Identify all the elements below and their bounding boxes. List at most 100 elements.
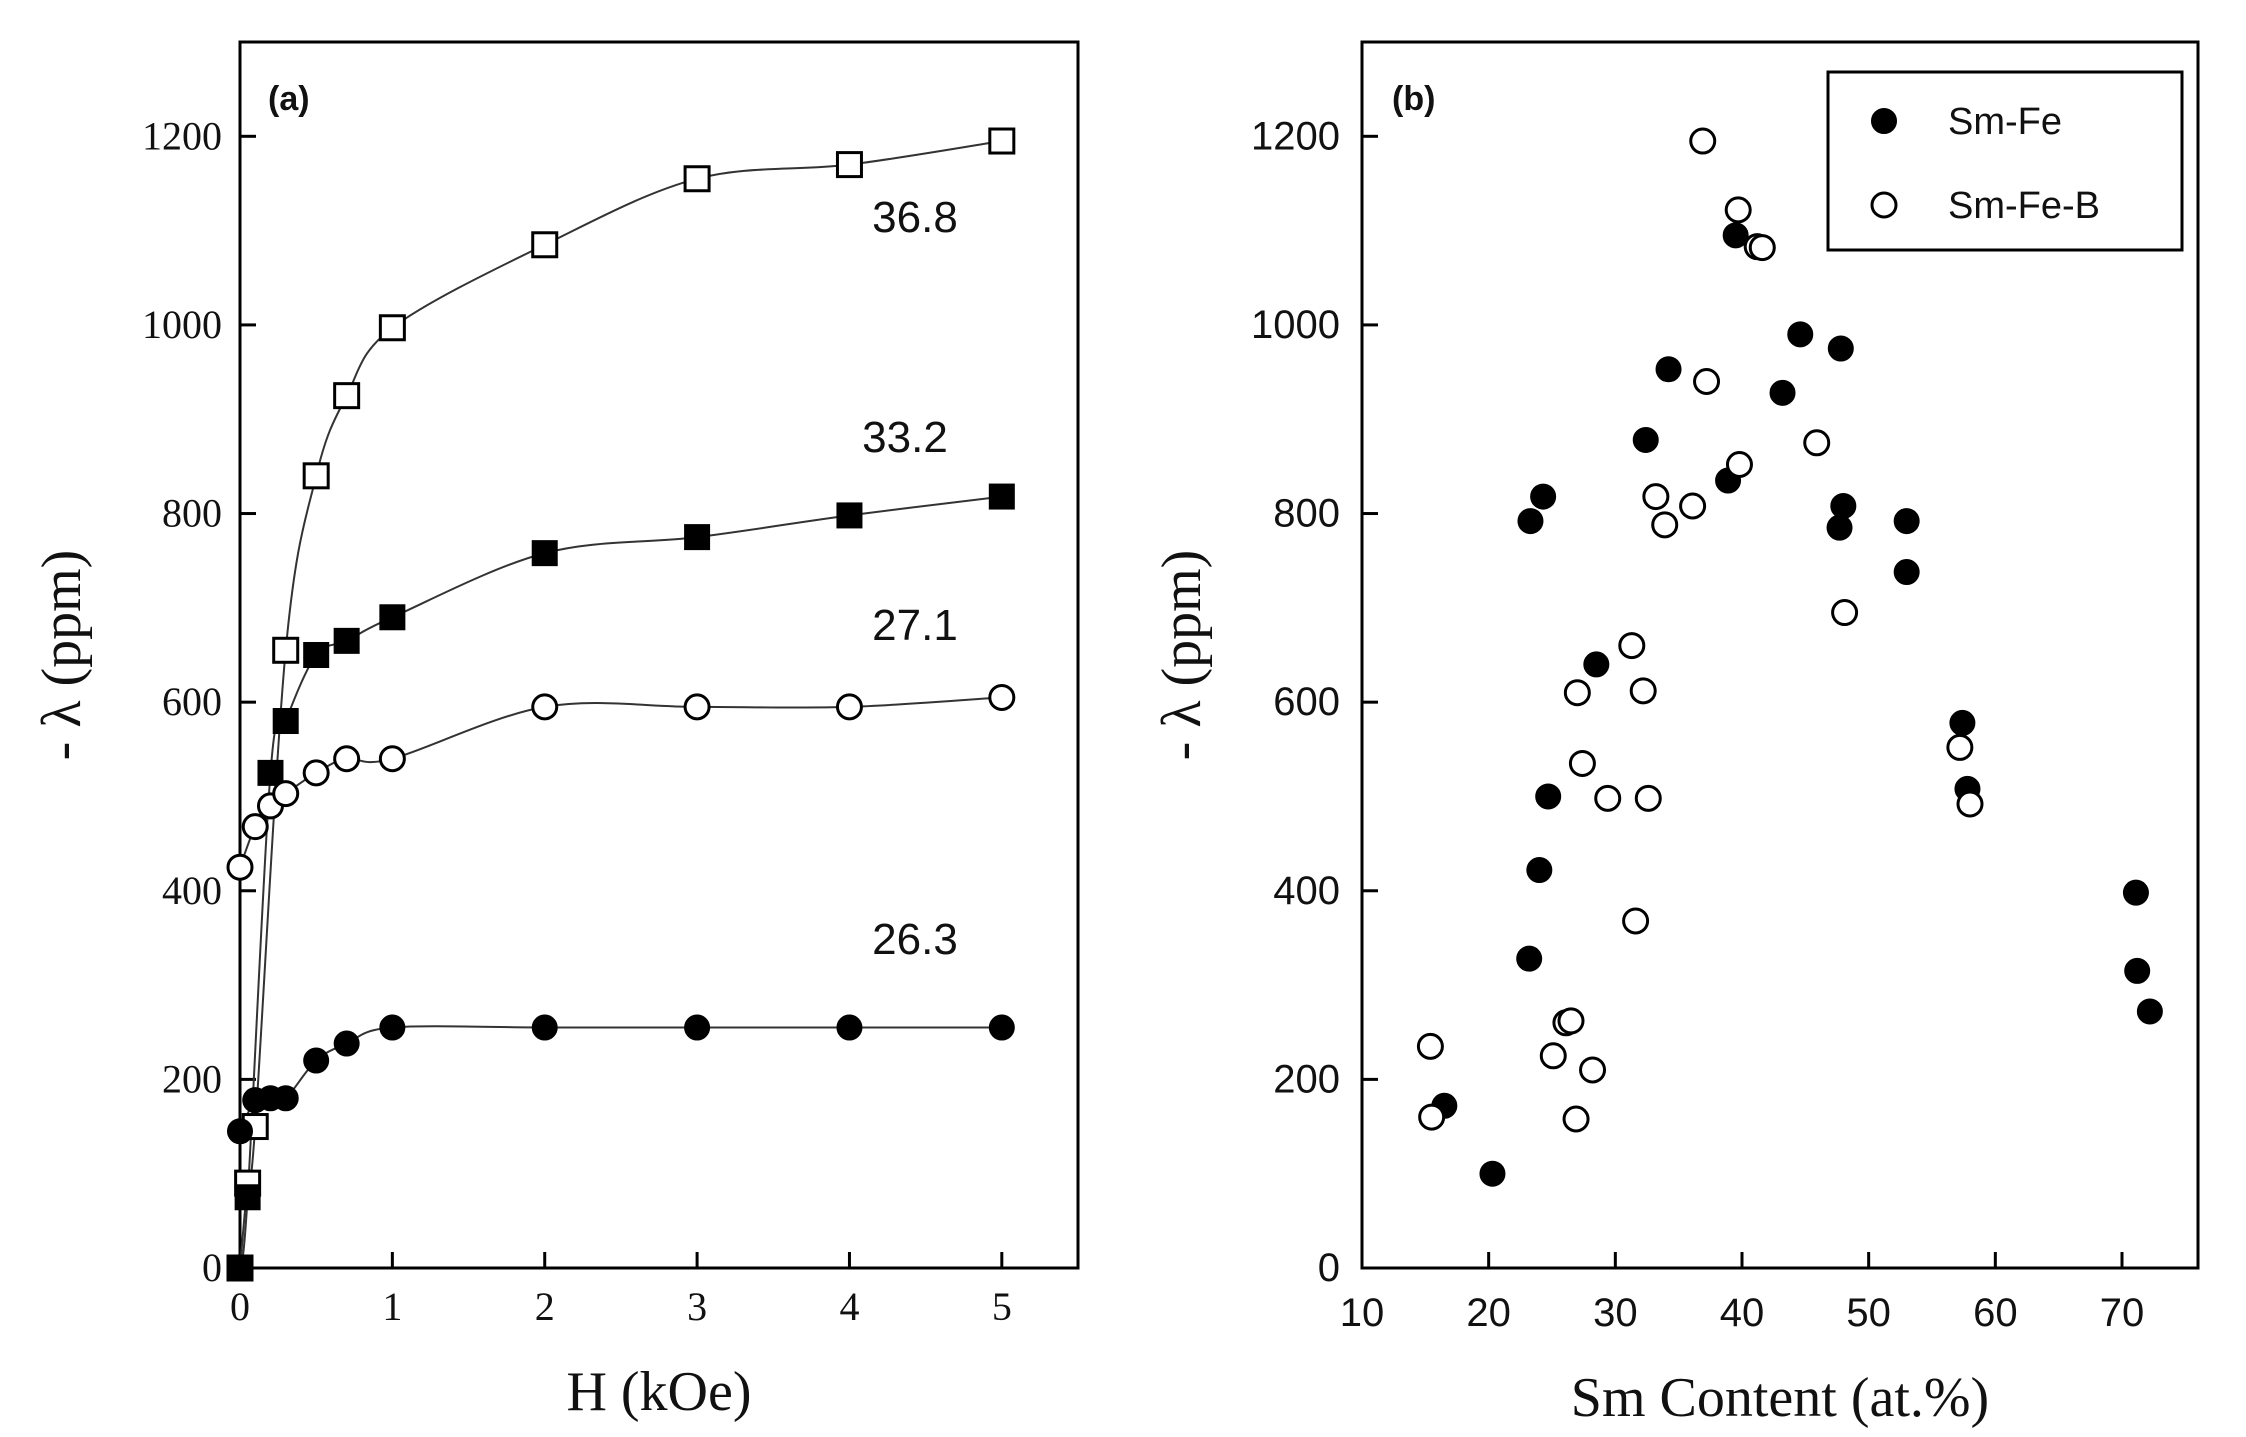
data-point — [241, 813, 269, 841]
data-point — [272, 780, 300, 808]
data-point — [272, 1085, 299, 1112]
y-tick-label: 400 — [1273, 869, 1340, 913]
plot-frame — [1360, 40, 2200, 1270]
data-point — [531, 693, 559, 721]
legend-marker — [1871, 108, 1897, 134]
data-point — [988, 127, 1016, 155]
legend-label: Sm-Fe — [1948, 101, 2062, 143]
data-point — [988, 1014, 1015, 1041]
data-point — [1830, 492, 1857, 519]
series-27.1 — [226, 683, 1016, 881]
data-point — [1618, 632, 1646, 660]
data-point — [227, 1255, 253, 1281]
data-point — [1634, 784, 1662, 812]
data-point — [1526, 857, 1553, 884]
data-point — [2136, 998, 2163, 1025]
x-tick-label: 40 — [1720, 1291, 1765, 1335]
y-tick-label: 800 — [162, 491, 222, 536]
data-point — [1568, 749, 1596, 777]
series-label: 26.3 — [872, 915, 958, 964]
y-tick-label: 600 — [1273, 680, 1340, 724]
x-tick-label: 3 — [687, 1284, 707, 1329]
data-point — [835, 693, 863, 721]
data-point — [2122, 879, 2149, 906]
data-point — [1956, 790, 1984, 818]
data-point — [1725, 450, 1753, 478]
data-point — [378, 314, 406, 342]
data-point — [1831, 599, 1859, 627]
y-tick-label: 1200 — [1251, 114, 1340, 158]
data-point — [1629, 677, 1657, 705]
data-point — [1418, 1103, 1446, 1131]
data-point — [1893, 559, 1920, 586]
x-tick-label: 5 — [992, 1284, 1012, 1329]
legend-box — [1826, 70, 2184, 252]
series-26.3 — [227, 1014, 1015, 1145]
panel-label: (b) — [1392, 80, 1435, 118]
data-point — [1679, 492, 1707, 520]
data-point — [1530, 483, 1557, 510]
series-Sm-Fe — [1431, 222, 2163, 1187]
y-axis-label: - λ (ppm) — [1151, 550, 1213, 761]
x-axis-label: H (kOe) — [566, 1361, 751, 1423]
data-point — [1893, 508, 1920, 535]
data-point — [333, 382, 361, 410]
data-point — [1517, 508, 1544, 535]
data-point — [1787, 321, 1814, 348]
data-point — [1594, 784, 1622, 812]
data-point — [988, 683, 1016, 711]
x-tick-label: 70 — [2100, 1291, 2145, 1335]
data-point — [303, 1047, 330, 1074]
data-point — [531, 1014, 558, 1041]
data-point — [531, 231, 559, 259]
data-point — [684, 524, 711, 551]
data-point — [1946, 733, 1974, 761]
data-point — [1693, 368, 1721, 396]
series-label: 27.1 — [872, 601, 958, 650]
data-point — [226, 853, 254, 881]
data-point — [1748, 234, 1776, 262]
x-tick-label: 30 — [1593, 1291, 1638, 1335]
panel-label: (a) — [268, 80, 310, 118]
data-point — [836, 1014, 863, 1041]
data-point — [683, 693, 711, 721]
x-tick-label: 50 — [1846, 1291, 1891, 1335]
series-33.2 — [227, 483, 1015, 1281]
chart-panel-b: 10 20 30 40 50 60 70 0 200 400 600 800 1000 1200 Sm-Fe… — [1151, 40, 2200, 1429]
x-tick-label: 4 — [839, 1284, 859, 1329]
data-point — [531, 540, 558, 567]
plot-frame — [238, 40, 1080, 1270]
y-tick-label: 800 — [1273, 492, 1340, 536]
data-point — [333, 745, 361, 773]
series-label: 33.2 — [862, 413, 948, 462]
data-point — [333, 627, 360, 654]
x-tick-label: 10 — [1340, 1291, 1385, 1335]
data-point — [1622, 907, 1650, 935]
data-point — [1579, 1056, 1607, 1084]
data-point — [1651, 511, 1679, 539]
data-point — [1642, 483, 1670, 511]
chart-panel-a: 0 1 2 3 4 5 0 200 400 600 800 1000 1200 36.8 33.2 27.1 2… — [31, 40, 1080, 1423]
data-point — [333, 1030, 360, 1057]
data-point — [257, 759, 284, 786]
y-tick-label: 200 — [1273, 1057, 1340, 1101]
series-label: 36.8 — [872, 193, 958, 242]
data-point — [272, 708, 299, 735]
y-tick-label: 600 — [162, 679, 222, 724]
data-point — [1539, 1042, 1567, 1070]
data-point — [1655, 356, 1682, 383]
x-tick-label: 2 — [535, 1284, 555, 1329]
data-point — [227, 1118, 253, 1145]
series-Sm-Fe-B — [1416, 127, 1984, 1133]
data-point — [1535, 783, 1562, 810]
data-point — [835, 151, 863, 179]
x-tick-label: 60 — [1973, 1291, 2018, 1335]
data-point — [1563, 679, 1591, 707]
data-point — [1516, 945, 1543, 972]
data-point — [1826, 514, 1853, 541]
y-tick-label: 0 — [202, 1245, 222, 1290]
data-point — [1632, 426, 1659, 453]
legend: Sm-Fe Sm-Fe-B — [1826, 70, 2184, 252]
data-point — [1583, 651, 1610, 678]
x-tick-label: 20 — [1466, 1291, 1511, 1335]
